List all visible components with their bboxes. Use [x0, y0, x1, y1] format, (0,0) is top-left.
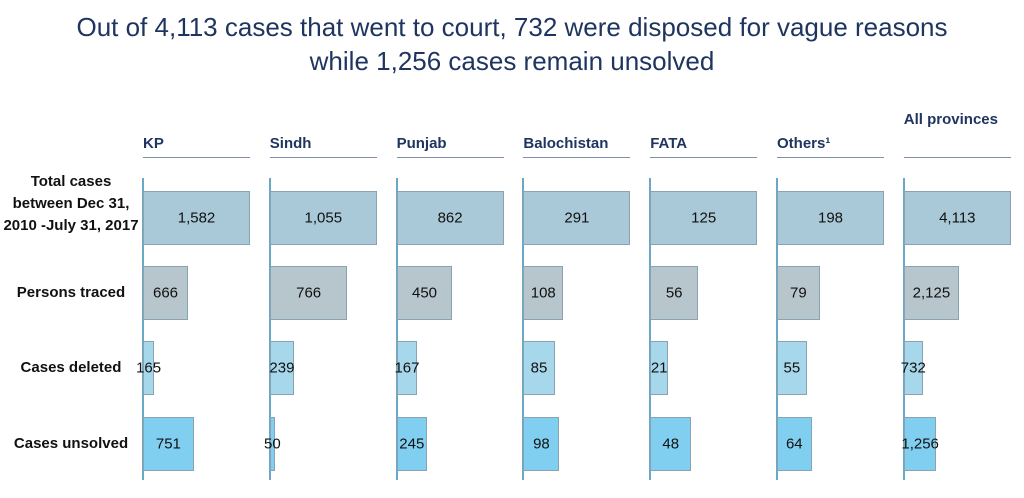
bar [396, 191, 504, 245]
bar [143, 341, 155, 395]
row-label: Cases unsolved [13, 435, 129, 452]
column-axis [395, 178, 398, 480]
row-label: Cases deleted [20, 359, 122, 376]
bar [143, 417, 194, 471]
column-axis [268, 178, 271, 480]
bar [650, 341, 669, 395]
value-label: 21 [650, 359, 668, 377]
bar [903, 191, 1011, 245]
header-underline [903, 157, 1011, 158]
value-label: 56 [665, 284, 683, 302]
column-axis [142, 178, 144, 480]
column-axis [649, 178, 652, 480]
column-header: KP [143, 135, 164, 152]
column-axis [902, 178, 905, 480]
bar [143, 191, 250, 245]
bar [903, 266, 960, 320]
value-label: 239 [269, 359, 295, 377]
value-label: 125 [691, 209, 717, 227]
value-label: 167 [394, 359, 420, 377]
bar [650, 417, 692, 471]
chart-title: Out of 4,113 cases that went to court, 7… [76, 12, 948, 76]
bar [777, 417, 812, 471]
value-label: 2,125 [912, 284, 951, 302]
value-label: 291 [564, 209, 590, 227]
value-label: 85 [530, 359, 548, 377]
value-label: 55 [783, 359, 801, 377]
value-label: 1,582 [177, 209, 216, 227]
bar [650, 191, 758, 245]
bar [269, 341, 295, 395]
value-label: 98 [533, 435, 550, 453]
value-label: 766 [296, 284, 322, 302]
bar [396, 341, 418, 395]
column-header: FATA [650, 135, 688, 152]
bar [269, 266, 348, 320]
value-label: 862 [437, 209, 463, 227]
column-header: Others¹ [777, 135, 831, 152]
value-label: 198 [817, 209, 844, 227]
header-underline [650, 157, 758, 158]
row-label: Persons traced [16, 284, 126, 301]
column-header: Sindh [269, 135, 312, 152]
value-label: 1,256 [901, 435, 939, 453]
bar [396, 417, 427, 471]
header-underline [396, 157, 504, 158]
column-axis [776, 178, 778, 480]
value-label: 64 [785, 435, 803, 453]
bar [903, 417, 937, 471]
value-label: 751 [155, 435, 181, 453]
bar [650, 266, 699, 320]
bar [523, 417, 560, 471]
value-label: 108 [530, 284, 556, 302]
bar [903, 341, 923, 395]
bar [269, 191, 377, 245]
header-underline [523, 157, 631, 158]
value-label: 50 [263, 435, 281, 453]
row-label: Total cases between Dec 31, 2010 -July 3… [3, 173, 139, 234]
bar [269, 417, 275, 471]
column-axis [522, 178, 525, 480]
header-underline [269, 157, 377, 158]
bar [396, 266, 453, 320]
value-label: 450 [412, 284, 438, 302]
bar [777, 266, 820, 320]
bar [143, 266, 189, 320]
bar [523, 191, 631, 245]
value-label: 4,113 [939, 209, 976, 227]
value-label: 245 [399, 435, 425, 453]
header-underline [777, 157, 884, 158]
value-label: 732 [900, 359, 926, 377]
bar [523, 341, 555, 395]
value-label: 1,055 [304, 209, 343, 227]
header-underline [143, 157, 250, 158]
bar [777, 191, 884, 245]
value-label: 165 [136, 359, 162, 377]
bar [523, 266, 564, 320]
bar [777, 341, 807, 395]
value-label: 666 [153, 284, 179, 302]
value-label: 48 [662, 435, 680, 453]
column-header: Balochistan [523, 135, 609, 152]
value-label: 79 [790, 284, 807, 302]
column-header: All provinces [903, 111, 998, 128]
column-header: Punjab [396, 135, 447, 152]
